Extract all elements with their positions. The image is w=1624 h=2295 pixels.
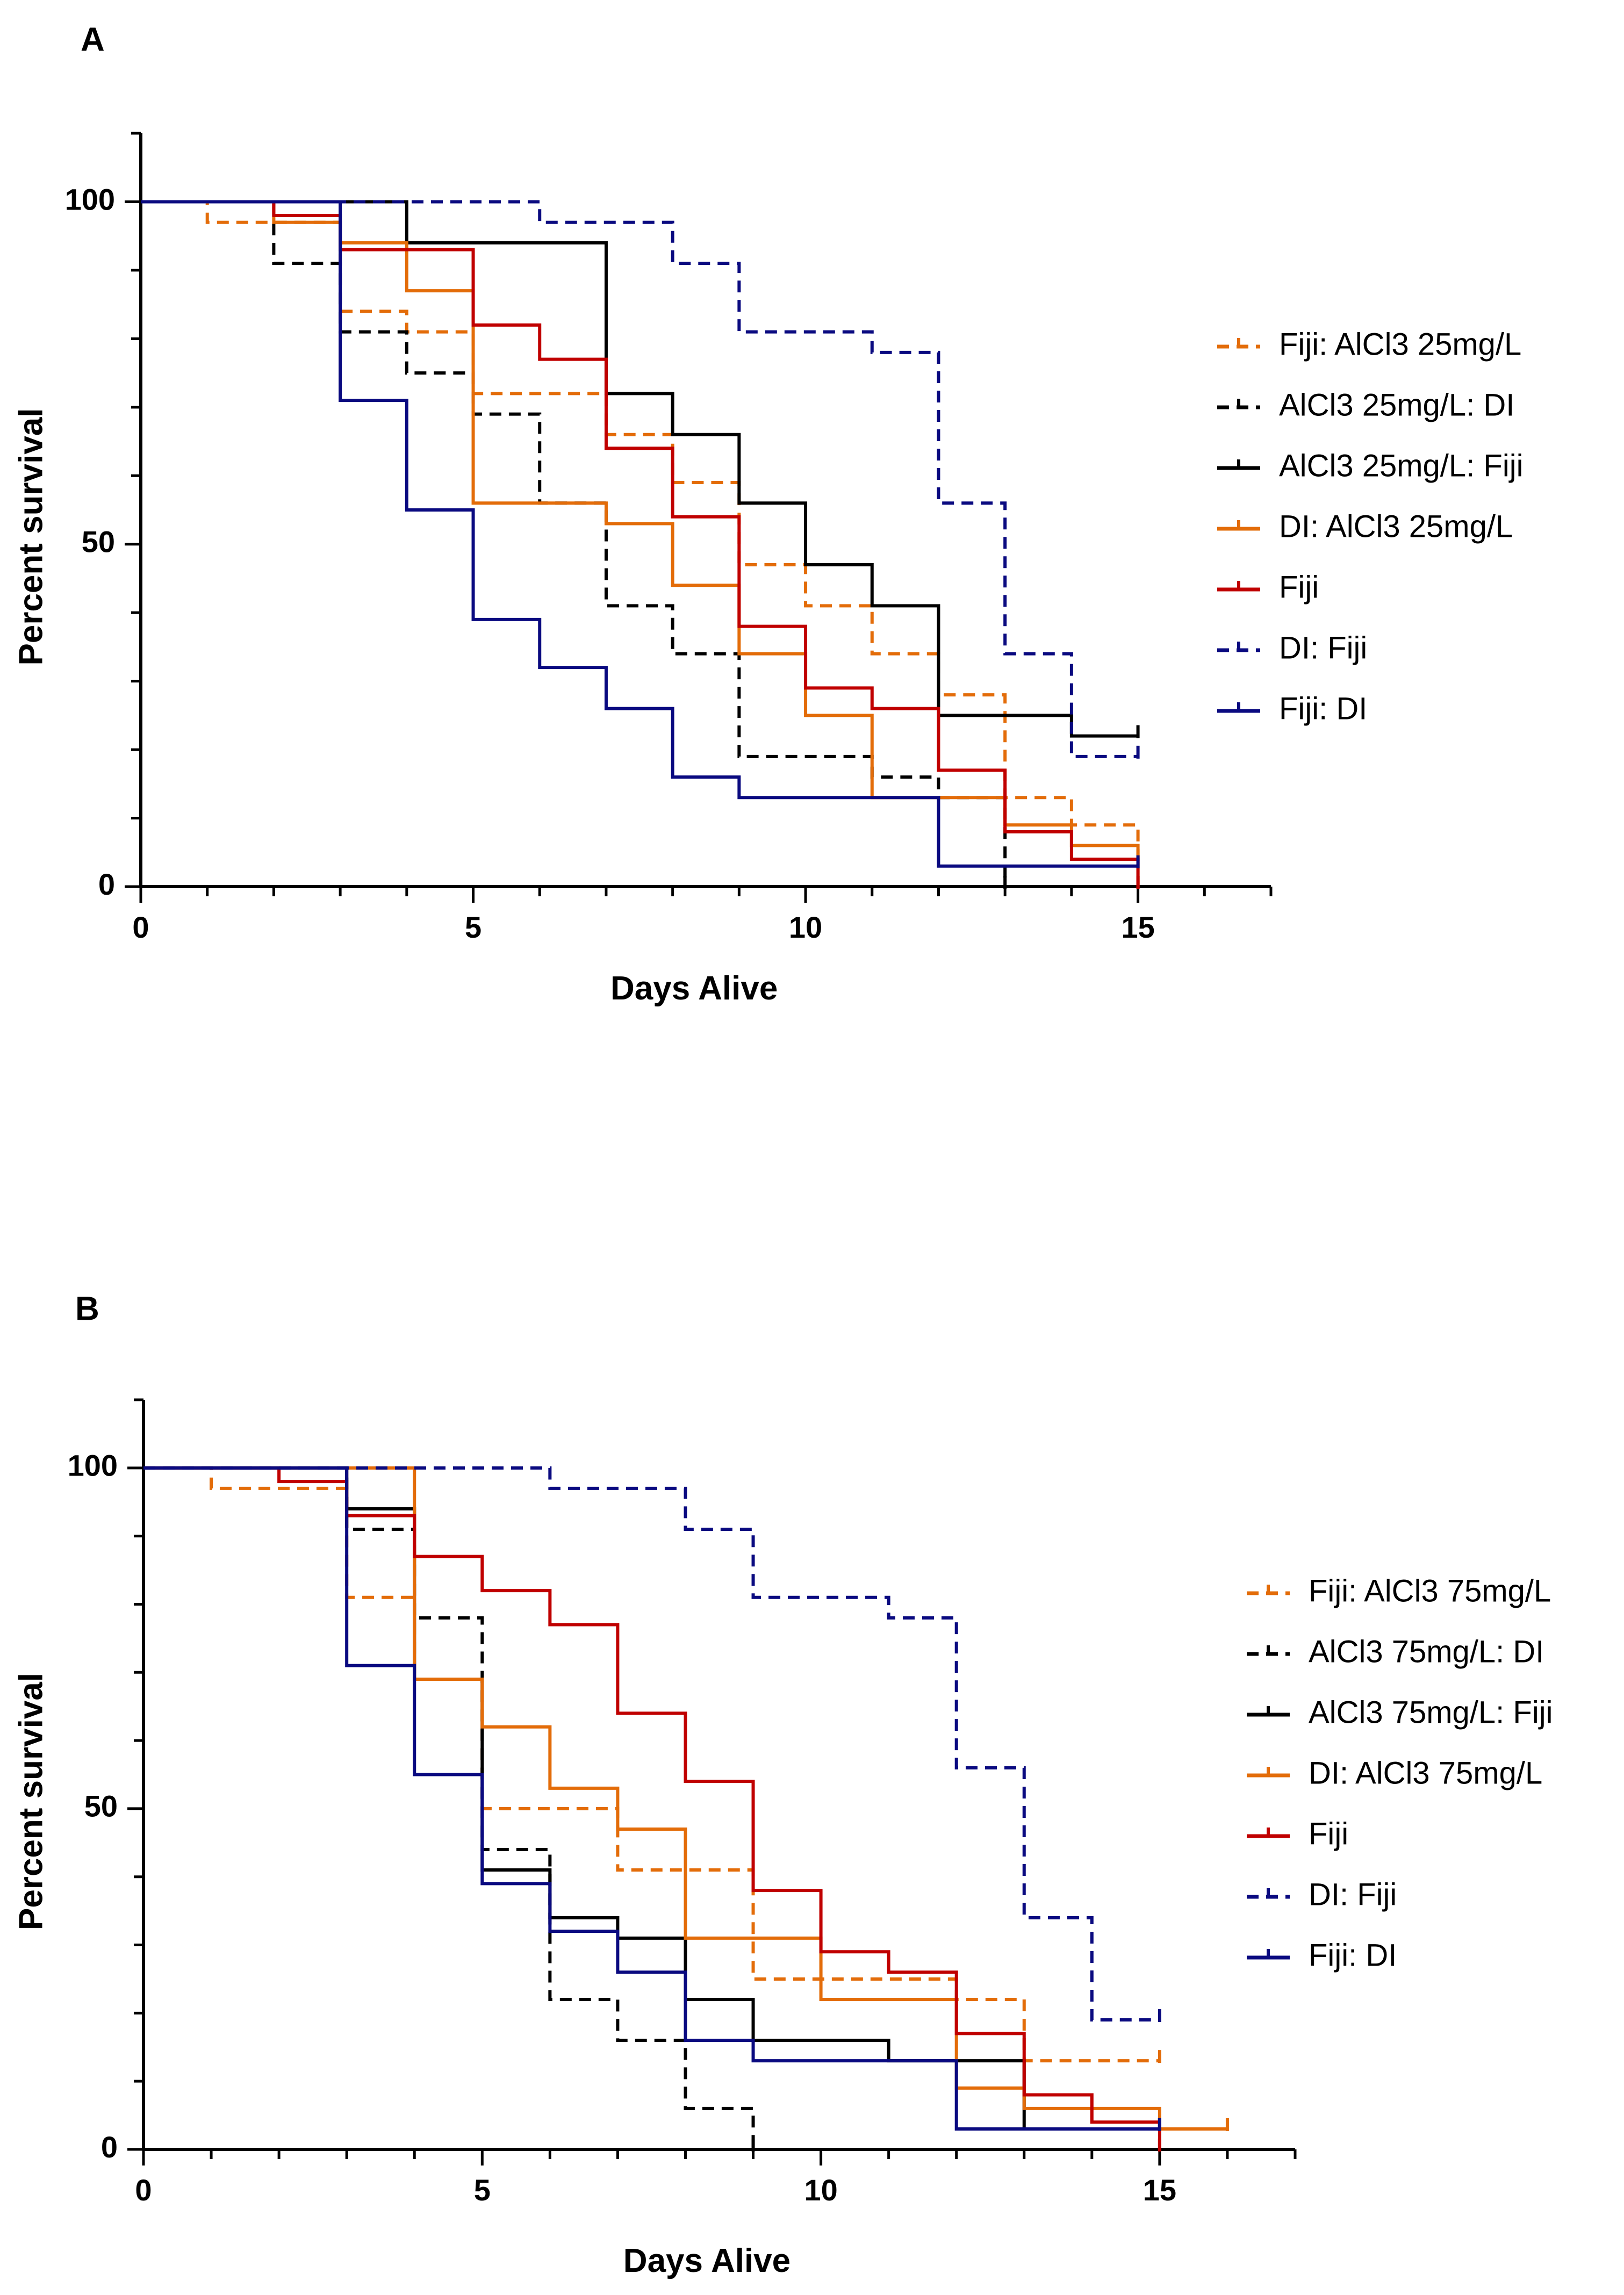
series-line	[143, 1466, 1160, 2022]
chart-panel-A: A 0 5 10 15 0 50 100 Days Alive Percent survival F…	[12, 21, 1523, 1007]
series-line	[141, 200, 1138, 868]
series-line	[141, 200, 1007, 887]
panel-label: A	[81, 21, 105, 58]
legend-entry: Fiji: AlCl3 25mg/L	[1217, 327, 1521, 362]
legend-label: Fiji: DI	[1309, 1938, 1397, 1973]
legend-entry: DI: AlCl3 25mg/L	[1217, 509, 1513, 544]
legend-label: AlCl3 25mg/L: Fiji	[1279, 448, 1523, 483]
legend-label: AlCl3 75mg/L: DI	[1309, 1634, 1544, 1669]
legend-entry: DI: Fiji	[1247, 1877, 1397, 1912]
series-line	[141, 200, 1140, 887]
x-tick-label: 0	[132, 910, 149, 944]
legend-label: DI: Fiji	[1309, 1877, 1397, 1912]
legend-label: DI: Fiji	[1279, 630, 1367, 665]
series-line	[143, 1466, 1161, 2149]
y-tick-label: 50	[84, 1789, 118, 1823]
series-line	[141, 200, 1138, 738]
x-tick-label: 10	[789, 910, 822, 944]
x-tick-label: 5	[465, 910, 482, 944]
panel-label: B	[75, 1290, 99, 1327]
x-tick-label: 10	[804, 2173, 837, 2207]
y-tick-label: 100	[65, 182, 115, 216]
series-line	[141, 200, 1138, 758]
legend-entry: DI: Fiji	[1217, 630, 1367, 665]
legend-label: AlCl3 75mg/L: Fiji	[1309, 1695, 1553, 1730]
series-line	[143, 1466, 1160, 2131]
legend-label: AlCl3 25mg/L: DI	[1279, 387, 1514, 422]
x-tick-label: 5	[474, 2173, 491, 2207]
series-line	[143, 1466, 1160, 2131]
x-tick-label: 15	[1143, 2173, 1176, 2207]
legend-entry: Fiji: DI	[1217, 691, 1367, 726]
x-tick-label: 0	[135, 2173, 152, 2207]
y-tick-label: 0	[98, 867, 115, 901]
legend-label: Fiji: DI	[1279, 691, 1367, 726]
legend-label: DI: AlCl3 75mg/L	[1309, 1756, 1542, 1790]
series-line	[141, 200, 1140, 887]
legend-label: Fiji	[1309, 1816, 1348, 1851]
x-tick-label: 15	[1121, 910, 1154, 944]
legend-label: Fiji	[1279, 570, 1319, 605]
legend-label: Fiji: AlCl3 75mg/L	[1309, 1573, 1551, 1608]
y-axis-title: Percent survival	[12, 408, 49, 665]
legend-entry: DI: AlCl3 75mg/L	[1247, 1756, 1542, 1790]
y-tick-label: 50	[82, 525, 115, 559]
x-axis-title: Days Alive	[610, 970, 778, 1007]
legend-label: Fiji: AlCl3 25mg/L	[1279, 327, 1521, 362]
legend-entry: Fiji	[1217, 570, 1319, 605]
legend-entry: AlCl3 25mg/L: DI	[1217, 387, 1514, 422]
x-axis-title: Days Alive	[623, 2242, 791, 2279]
legend-entry: Fiji: AlCl3 75mg/L	[1247, 1573, 1551, 1608]
series-line	[141, 200, 1140, 866]
series-line	[143, 1466, 755, 2149]
legend-entry: Fiji: DI	[1247, 1938, 1397, 1973]
legend-label: DI: AlCl3 25mg/L	[1279, 509, 1513, 544]
legend-entry: AlCl3 25mg/L: Fiji	[1217, 448, 1523, 483]
series-line	[143, 1466, 1227, 2131]
chart-panel-B: B 0 5 10 15 0 50 100 Days Alive Percent survival F…	[12, 1290, 1553, 2279]
y-tick-label: 100	[68, 1449, 118, 1483]
y-tick-label: 0	[101, 2130, 118, 2164]
legend-entry: AlCl3 75mg/L: Fiji	[1247, 1695, 1553, 1730]
legend-entry: Fiji	[1247, 1816, 1348, 1851]
legend-entry: AlCl3 75mg/L: DI	[1247, 1634, 1544, 1669]
y-axis-title: Percent survival	[12, 1673, 49, 1930]
